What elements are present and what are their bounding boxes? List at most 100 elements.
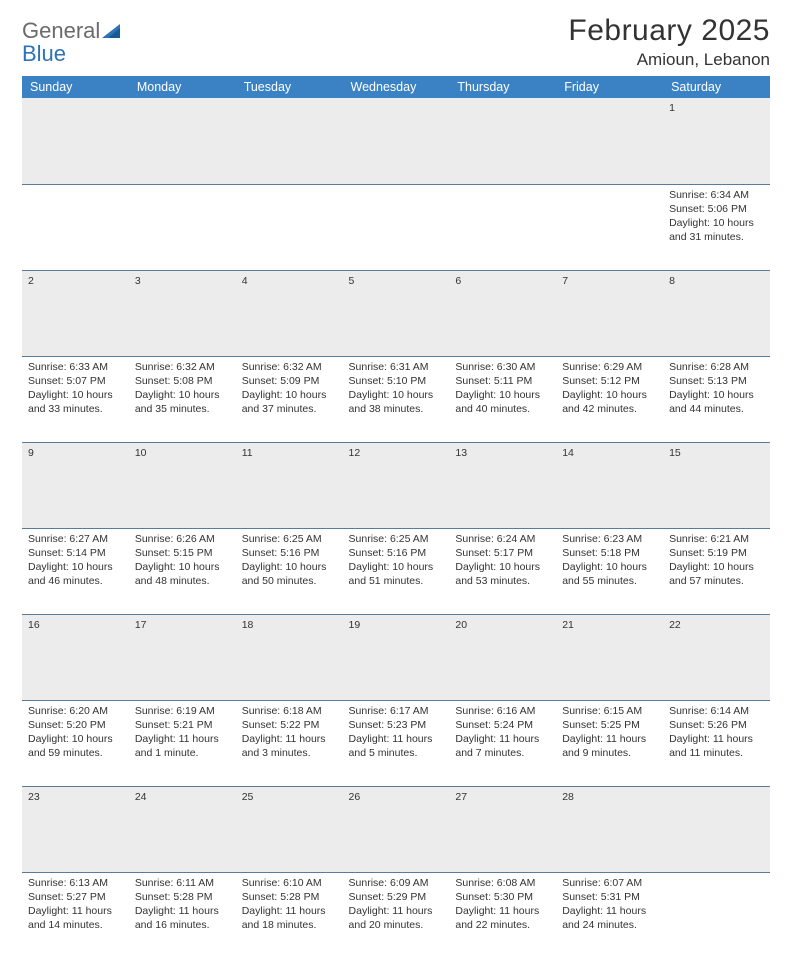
sunrise-text: Sunrise: 6:10 AM [242, 876, 337, 890]
daylight1-text: Daylight: 11 hours [562, 732, 657, 746]
day-cell: Sunrise: 6:17 AMSunset: 5:23 PMDaylight:… [343, 700, 450, 786]
day-cell: Sunrise: 6:11 AMSunset: 5:28 PMDaylight:… [129, 872, 236, 958]
daylight2-text: and 50 minutes. [242, 574, 337, 588]
day-number: 2 [22, 270, 129, 356]
sunset-text: Sunset: 5:19 PM [669, 546, 764, 560]
sunrise-text: Sunrise: 6:16 AM [455, 704, 550, 718]
day-number: 4 [236, 270, 343, 356]
sunrise-text: Sunrise: 6:18 AM [242, 704, 337, 718]
daylight1-text: Daylight: 11 hours [349, 732, 444, 746]
sunrise-text: Sunrise: 6:30 AM [455, 360, 550, 374]
calendar-head: Sunday Monday Tuesday Wednesday Thursday… [22, 76, 770, 98]
sunset-text: Sunset: 5:16 PM [242, 546, 337, 560]
daylight2-text: and 35 minutes. [135, 402, 230, 416]
daylight1-text: Daylight: 11 hours [135, 732, 230, 746]
daylight2-text: and 38 minutes. [349, 402, 444, 416]
sunrise-text: Sunrise: 6:07 AM [562, 876, 657, 890]
day-number: 12 [343, 442, 450, 528]
daylight2-text: and 11 minutes. [669, 746, 764, 760]
day-cell: Sunrise: 6:33 AMSunset: 5:07 PMDaylight:… [22, 356, 129, 442]
sunrise-text: Sunrise: 6:11 AM [135, 876, 230, 890]
weekday-header: Wednesday [343, 76, 450, 98]
sunset-text: Sunset: 5:20 PM [28, 718, 123, 732]
sunrise-text: Sunrise: 6:31 AM [349, 360, 444, 374]
location-label: Amioun, Lebanon [568, 50, 770, 70]
daylight1-text: Daylight: 10 hours [455, 560, 550, 574]
day-number: 1 [663, 98, 770, 184]
day-number: 24 [129, 786, 236, 872]
day-number: 3 [129, 270, 236, 356]
sunset-text: Sunset: 5:28 PM [242, 890, 337, 904]
day-cell: Sunrise: 6:07 AMSunset: 5:31 PMDaylight:… [556, 872, 663, 958]
day-number-row: 16171819202122 [22, 614, 770, 700]
weekday-header: Saturday [663, 76, 770, 98]
sunrise-text: Sunrise: 6:33 AM [28, 360, 123, 374]
daylight2-text: and 16 minutes. [135, 918, 230, 932]
daylight1-text: Daylight: 10 hours [135, 560, 230, 574]
day-cell: Sunrise: 6:28 AMSunset: 5:13 PMDaylight:… [663, 356, 770, 442]
day-number [449, 98, 556, 184]
daylight2-text: and 59 minutes. [28, 746, 123, 760]
day-cell [343, 184, 450, 270]
sunset-text: Sunset: 5:22 PM [242, 718, 337, 732]
sunset-text: Sunset: 5:23 PM [349, 718, 444, 732]
day-number: 15 [663, 442, 770, 528]
daylight1-text: Daylight: 11 hours [669, 732, 764, 746]
day-number: 6 [449, 270, 556, 356]
day-number: 5 [343, 270, 450, 356]
daylight2-text: and 7 minutes. [455, 746, 550, 760]
daylight2-text: and 33 minutes. [28, 402, 123, 416]
day-number: 27 [449, 786, 556, 872]
day-cell: Sunrise: 6:21 AMSunset: 5:19 PMDaylight:… [663, 528, 770, 614]
day-cell: Sunrise: 6:27 AMSunset: 5:14 PMDaylight:… [22, 528, 129, 614]
daylight2-text: and 44 minutes. [669, 402, 764, 416]
daylight1-text: Daylight: 10 hours [242, 560, 337, 574]
day-cell: Sunrise: 6:29 AMSunset: 5:12 PMDaylight:… [556, 356, 663, 442]
day-cell: Sunrise: 6:15 AMSunset: 5:25 PMDaylight:… [556, 700, 663, 786]
sunset-text: Sunset: 5:15 PM [135, 546, 230, 560]
day-cell [22, 184, 129, 270]
day-cell: Sunrise: 6:34 AMSunset: 5:06 PMDaylight:… [663, 184, 770, 270]
day-cell: Sunrise: 6:13 AMSunset: 5:27 PMDaylight:… [22, 872, 129, 958]
week-row: Sunrise: 6:13 AMSunset: 5:27 PMDaylight:… [22, 872, 770, 958]
daylight1-text: Daylight: 10 hours [669, 388, 764, 402]
sunset-text: Sunset: 5:30 PM [455, 890, 550, 904]
daylight1-text: Daylight: 11 hours [455, 732, 550, 746]
day-number: 19 [343, 614, 450, 700]
sunset-text: Sunset: 5:31 PM [562, 890, 657, 904]
sunset-text: Sunset: 5:09 PM [242, 374, 337, 388]
sunset-text: Sunset: 5:16 PM [349, 546, 444, 560]
sunset-text: Sunset: 5:26 PM [669, 718, 764, 732]
sunrise-text: Sunrise: 6:28 AM [669, 360, 764, 374]
sunset-text: Sunset: 5:06 PM [669, 202, 764, 216]
sunrise-text: Sunrise: 6:19 AM [135, 704, 230, 718]
day-number: 14 [556, 442, 663, 528]
sunset-text: Sunset: 5:18 PM [562, 546, 657, 560]
calendar-body: 1Sunrise: 6:34 AMSunset: 5:06 PMDaylight… [22, 98, 770, 958]
daylight1-text: Daylight: 10 hours [669, 560, 764, 574]
sunset-text: Sunset: 5:13 PM [669, 374, 764, 388]
sunset-text: Sunset: 5:28 PM [135, 890, 230, 904]
day-number: 8 [663, 270, 770, 356]
day-cell [129, 184, 236, 270]
day-cell: Sunrise: 6:25 AMSunset: 5:16 PMDaylight:… [343, 528, 450, 614]
sunset-text: Sunset: 5:29 PM [349, 890, 444, 904]
sunrise-text: Sunrise: 6:25 AM [349, 532, 444, 546]
sunset-text: Sunset: 5:07 PM [28, 374, 123, 388]
sunset-text: Sunset: 5:08 PM [135, 374, 230, 388]
sunrise-text: Sunrise: 6:13 AM [28, 876, 123, 890]
day-cell: Sunrise: 6:16 AMSunset: 5:24 PMDaylight:… [449, 700, 556, 786]
daylight2-text: and 57 minutes. [669, 574, 764, 588]
sunrise-text: Sunrise: 6:25 AM [242, 532, 337, 546]
daylight1-text: Daylight: 11 hours [455, 904, 550, 918]
sunset-text: Sunset: 5:11 PM [455, 374, 550, 388]
sunset-text: Sunset: 5:10 PM [349, 374, 444, 388]
day-number-row: 9101112131415 [22, 442, 770, 528]
daylight2-text: and 14 minutes. [28, 918, 123, 932]
sunrise-text: Sunrise: 6:23 AM [562, 532, 657, 546]
daylight2-text: and 55 minutes. [562, 574, 657, 588]
daylight2-text: and 31 minutes. [669, 230, 764, 244]
day-number: 20 [449, 614, 556, 700]
daylight2-text: and 46 minutes. [28, 574, 123, 588]
daylight2-text: and 37 minutes. [242, 402, 337, 416]
